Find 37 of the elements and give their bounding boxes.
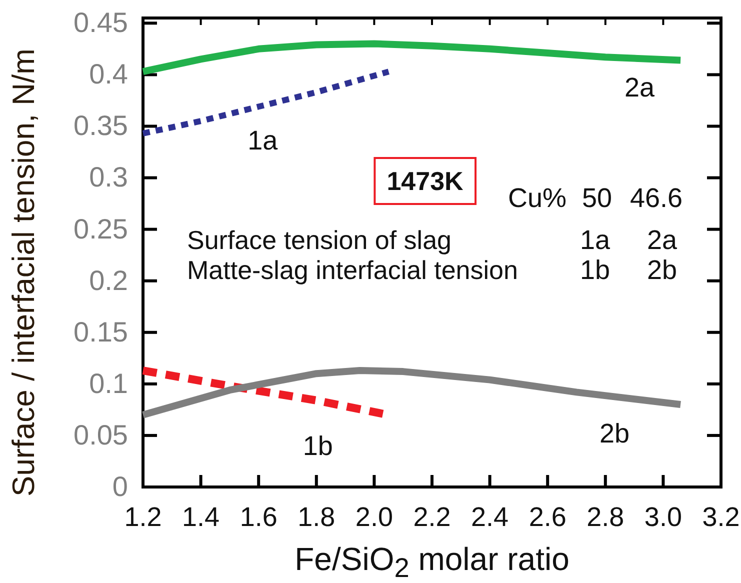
x-tick-label: 2.0 [355,502,393,532]
x-tick-label: 1.2 [124,502,162,532]
x-tick-label: 2.4 [471,502,509,532]
x-tick-label: 1.4 [182,502,220,532]
y-axis-title: Surface / interfacial tension, N/m [6,48,41,496]
annotation: 1a [580,225,612,255]
annotation: 1473K [386,166,464,196]
x-tick-label: 3.2 [702,502,740,532]
x-tick-label: 1.8 [298,502,336,532]
annotation: 46.6 [630,183,683,213]
y-tick-label: 0 [112,470,128,502]
y-tick-label: 0.15 [74,316,128,348]
annotation: Surface tension of slag [187,225,452,255]
series-label: 2b [600,418,630,449]
annotation: 1b [580,255,610,285]
y-tick-label: 0.4 [89,58,128,90]
y-tick-label: 0.2 [89,264,128,296]
y-tick-label: 0.1 [89,368,128,399]
x-axis-title: Fe/SiO$_{2}$ molar ratio [294,541,570,583]
y-tick-label: 0.25 [74,213,128,244]
y-tick-label: 0.05 [74,419,128,450]
series-label: 1a [248,126,279,156]
y-tick-label: 0.45 [74,7,128,38]
x-tick-label: 3.0 [644,502,682,532]
annotation: 2b [647,255,678,285]
x-tick-label: 2.6 [528,502,566,532]
annotation: 50 [582,183,612,213]
annotation: 2a [647,225,678,255]
x-tick-label: 1.6 [240,502,278,532]
y-tick-label: 0.35 [74,110,128,142]
series-label: 1b [302,430,333,461]
x-tick-label: 2.2 [413,502,451,532]
x-tick-label: 2.8 [586,502,624,532]
annotation: Cu% [508,183,567,213]
annotation: Matte-slag interfacial tension [187,255,518,285]
series-label: 2a [624,72,656,102]
y-tick-label: 0.3 [89,162,128,193]
